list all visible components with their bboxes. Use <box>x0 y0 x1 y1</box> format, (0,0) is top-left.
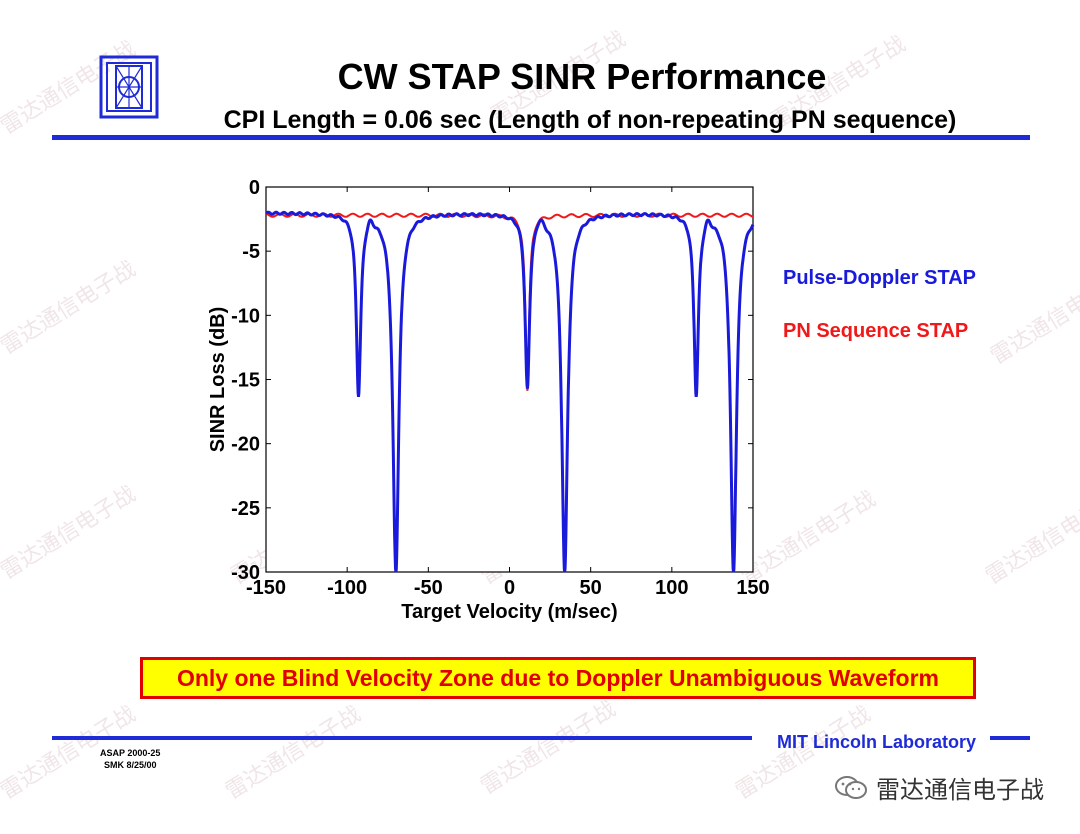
plot-frame <box>265 186 754 573</box>
wechat-icon <box>835 775 867 799</box>
legend-pn-sequence: PN Sequence STAP <box>783 320 969 342</box>
ref-line-1: ASAP 2000-25 <box>100 748 161 758</box>
watermark: 雷达通信电子战 <box>220 700 365 804</box>
mit-ll-logo-icon <box>98 54 160 120</box>
x-tick-label: 150 <box>736 577 769 599</box>
x-tick-label: 0 <box>504 577 515 599</box>
y-tick-label: -25 <box>231 498 260 520</box>
footer-divider-left <box>52 736 752 740</box>
y-tick-label: -30 <box>231 562 260 584</box>
footer-divider-right <box>990 736 1030 740</box>
sinr-chart: -150 -100 -50 0 50 100 150 0 -5 -10 -15 -20 -25 -30 Ta… <box>207 177 770 623</box>
page-subtitle: CPI Length = 0.06 sec (Length of non-rep… <box>223 106 957 134</box>
y-axis-label: SINR Loss (dB) <box>207 307 229 453</box>
y-tick-label: -5 <box>242 241 260 263</box>
x-tick-label: -50 <box>414 577 443 599</box>
x-tick-label: -100 <box>327 577 367 599</box>
watermark: 雷达通信电子战 <box>985 265 1080 369</box>
page-title: CW STAP SINR Performance <box>337 56 827 97</box>
y-tick-label: -20 <box>231 434 260 456</box>
legend-pulse-doppler: Pulse-Doppler STAP <box>783 267 976 289</box>
y-tick-label: -10 <box>231 305 260 327</box>
watermark: 雷达通信电子战 <box>0 480 140 584</box>
header-divider <box>52 135 1030 140</box>
watermark: 雷达通信电子战 <box>0 255 140 359</box>
x-axis-label: Target Velocity (m/sec) <box>401 601 617 623</box>
series-line-pulse-doppler <box>265 210 755 573</box>
blind-velocity-callout: Only one Blind Velocity Zone due to Dopp… <box>140 657 976 699</box>
wechat-account: 雷达通信电子战 <box>834 770 1044 805</box>
y-tick-label: -15 <box>231 370 260 392</box>
x-tick-label: -150 <box>246 577 286 599</box>
ref-line-2: SMK 8/25/00 <box>104 760 157 770</box>
watermark: 雷达通信电子战 <box>980 485 1080 589</box>
wechat-account-name: 雷达通信电子战 <box>876 777 1044 804</box>
watermark: 雷达通信电子战 <box>475 695 620 799</box>
x-tick-label: 50 <box>580 577 602 599</box>
footer-lab-name: MIT Lincoln Laboratory <box>776 732 976 752</box>
y-tick-label: 0 <box>249 177 260 199</box>
x-tick-label: 100 <box>655 577 688 599</box>
